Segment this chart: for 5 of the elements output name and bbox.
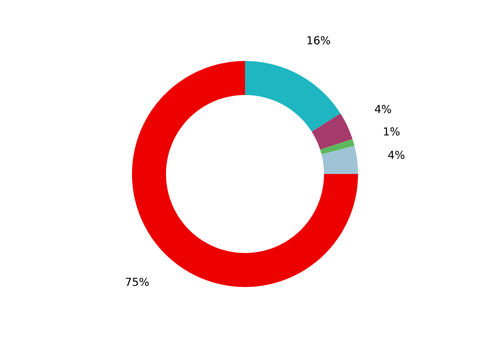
data-label: 16% bbox=[308, 36, 330, 44]
data-label: 4% bbox=[388, 150, 404, 160]
data-label: 1% bbox=[384, 127, 400, 136]
data-label: 75% bbox=[126, 278, 149, 286]
data-label: 4% bbox=[374, 104, 392, 114]
